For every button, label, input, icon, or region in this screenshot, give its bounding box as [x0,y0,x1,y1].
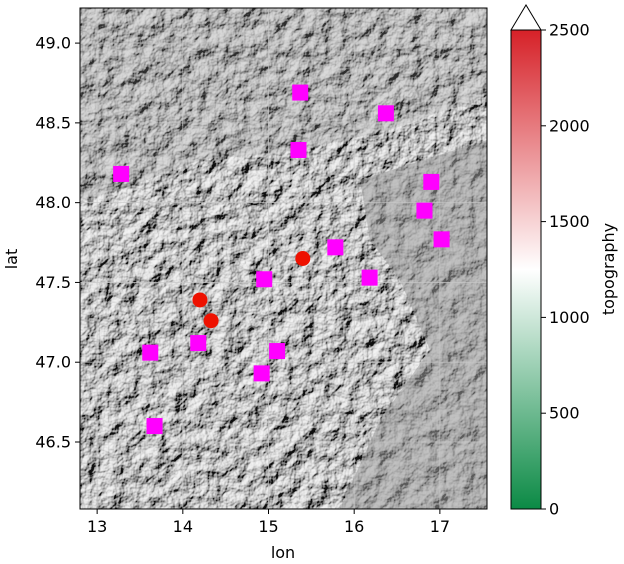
markers [113,84,450,435]
northern-lowland [80,8,487,200]
colorbar-tick-label: 1500 [549,212,590,231]
square-marker [269,343,286,360]
circle-marker [192,292,208,308]
square-marker [416,202,433,219]
grid [80,8,487,509]
y-tick-label: 47.5 [35,273,71,292]
colorbar-tick-label: 1000 [549,308,590,327]
square-marker [377,105,394,122]
square-marker [292,84,309,101]
y-tick-label: 48.0 [35,193,71,212]
colorbar-tick-label: 2000 [549,116,590,135]
y-tick-label: 48.5 [35,113,71,132]
colorbar-tick-label: 0 [549,500,559,519]
square-marker [146,418,163,435]
colorbar-extend-triangle [510,4,542,31]
y-tick-label: 47.0 [35,353,71,372]
plot-frame [79,7,488,510]
colorbar-ticks: 0 500 1000 1500 2000 2500 [541,21,590,519]
square-marker [142,344,159,361]
colorbar-tick-label: 2500 [549,21,590,40]
square-marker [361,269,378,286]
circle-marker [295,251,311,266]
colorbar: 0 500 1000 1500 2000 2500 topography [510,4,618,519]
colorbar-gradient [511,30,541,509]
x-tick-label: 15 [258,517,278,536]
square-marker [433,231,450,248]
y-axis-label: lat [2,249,21,270]
square-marker [327,239,344,256]
lowland-region [340,140,487,509]
x-axis-label: lon [271,543,295,562]
square-marker [256,271,273,288]
colorbar-frame [510,29,542,510]
square-marker [190,335,207,352]
x-tick-label: 17 [430,517,450,536]
y-tick-label: 49.0 [35,34,71,53]
square-marker [253,365,270,382]
x-tick-label: 13 [87,517,107,536]
square-marker [423,173,440,190]
axes: 13 14 15 16 17 46.5 47.0 47.5 48.0 48.5 49.0 [35,34,450,536]
square-marker [290,142,307,159]
square-marker [113,165,130,182]
colorbar-label: topography [599,223,618,315]
circle-marker [203,313,219,329]
x-tick-label: 14 [173,517,193,536]
x-tick-label: 16 [344,517,364,536]
colorbar-tick-label: 500 [549,404,580,423]
y-tick-label: 46.5 [35,432,71,451]
map-area [80,8,487,509]
